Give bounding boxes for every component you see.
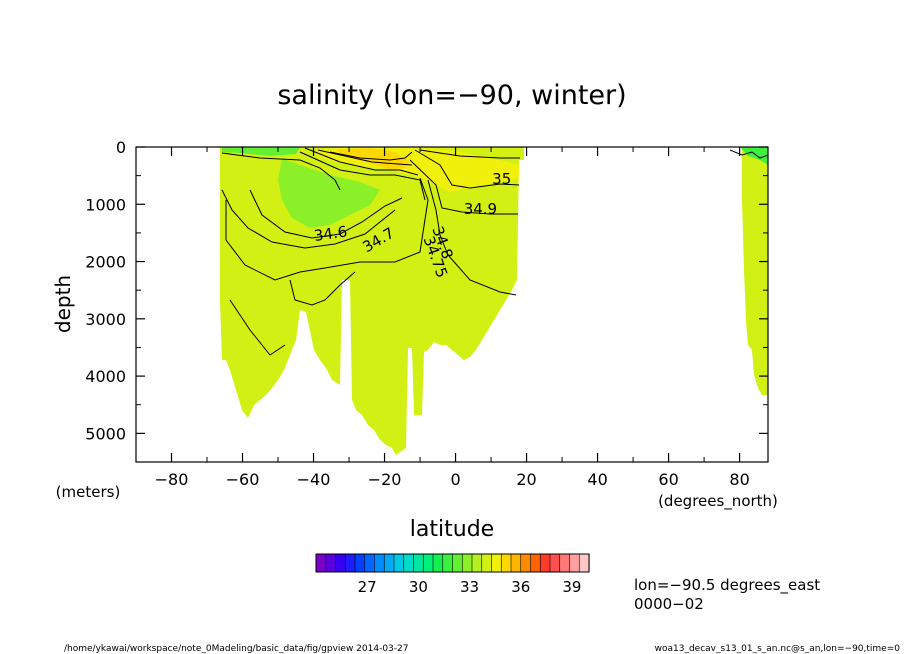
colorbar-tick-label: 30 — [409, 578, 428, 596]
x-axis: −80 −60 −40 −20 0 20 40 60 80 — [135, 147, 750, 489]
chart-title: salinity (lon=−90, winter) — [277, 80, 626, 111]
colorbar-swatch — [315, 553, 327, 573]
y-tick-label: 4000 — [85, 367, 126, 386]
y-axis-unit: (meters) — [56, 483, 121, 501]
footer-dataset: woa13_decav_s13_01_s_an.nc@s_an,lon=−90,… — [655, 644, 901, 654]
colorbar-tick-label: 39 — [562, 578, 581, 596]
contour-35 — [414, 149, 520, 189]
salinity-field-north — [742, 147, 768, 395]
colorbar-swatch — [383, 553, 395, 573]
colorbar-swatch — [471, 553, 483, 573]
x-tick-label: 40 — [587, 470, 607, 489]
colorbar-swatch — [461, 553, 473, 573]
footer-file-path: /home/ykawai/workspace/note_0Madeling/ba… — [64, 644, 408, 654]
surface-strip — [222, 147, 300, 156]
time-annotation: 0000−02 — [634, 595, 704, 613]
contour-surface-2 — [304, 147, 419, 176]
colorbar-swatch — [559, 553, 571, 573]
colorbar-swatch — [578, 553, 590, 573]
colorbar-swatch — [335, 553, 346, 573]
colorbar-swatch — [413, 553, 424, 573]
y-axis-label: depth — [51, 275, 75, 333]
colorbar-swatch — [403, 553, 415, 573]
contour-lines — [221, 147, 769, 356]
contour-north — [729, 149, 769, 159]
contour-label: 35 — [492, 170, 511, 188]
contour-34-8 — [427, 179, 517, 296]
x-tick-label: 80 — [729, 470, 749, 489]
contour-34-6 — [221, 189, 396, 249]
contour-deep — [289, 271, 356, 306]
contour-surface-5 — [221, 152, 341, 191]
colorbar-swatch — [422, 553, 434, 573]
colorbar-tick-label: 27 — [358, 578, 377, 596]
colorbar-tick-labels: 27 30 33 36 39 — [358, 578, 582, 596]
contour-34-7 — [249, 189, 403, 239]
colorbar-swatch — [325, 553, 337, 573]
colorbar-swatch — [374, 553, 385, 573]
contour-deep2 — [229, 299, 286, 356]
salinity-field-south — [220, 147, 524, 455]
colorbar-tick-label: 36 — [511, 578, 530, 596]
x-tick-label: −80 — [155, 470, 189, 489]
colorbar-tick-label: 33 — [460, 578, 479, 596]
colorbar-swatch — [354, 553, 366, 573]
colorbar-swatch — [442, 553, 454, 573]
north-surface — [740, 147, 768, 165]
contour-surface-6 — [419, 149, 520, 159]
plot-frame — [135, 146, 769, 463]
y-tick-label: 2000 — [85, 253, 126, 272]
contour-surface-1 — [299, 151, 426, 201]
colorbar-swatch — [520, 553, 532, 573]
colorbar-swatch — [481, 553, 493, 573]
longitude-annotation: lon=−90.5 degrees_east — [634, 576, 820, 595]
colorbar-swatch — [393, 553, 405, 573]
colorbar-swatch — [500, 553, 512, 573]
colorbar — [315, 553, 590, 573]
colorbar-swatch — [549, 553, 561, 573]
y-tick-label: 1000 — [85, 195, 126, 214]
colorbar-swatch — [510, 553, 522, 573]
colorbar-swatch — [432, 553, 444, 573]
colorbar-swatch — [364, 553, 376, 573]
colorbar-swatch — [452, 553, 463, 573]
contour-label: 34.6 — [313, 222, 349, 244]
y-tick-label: 3000 — [85, 310, 126, 329]
contour-34-75 — [225, 177, 429, 281]
x-axis-unit: (degrees_north) — [658, 492, 778, 511]
y-tick-label: 5000 — [85, 424, 126, 443]
fresh-water-region — [278, 158, 380, 228]
contour-34-9 — [409, 159, 518, 215]
colorbar-swatch — [491, 553, 502, 573]
x-tick-label: 0 — [450, 470, 460, 489]
y-axis: 0 1000 2000 3000 4000 5000 — [85, 138, 768, 463]
x-tick-label: 60 — [658, 470, 678, 489]
x-axis-label: latitude — [410, 517, 494, 542]
colorbar-swatch — [344, 553, 356, 573]
colorbar-frame — [315, 553, 590, 573]
x-tick-label: −60 — [226, 470, 260, 489]
colorbar-swatch — [530, 553, 541, 573]
contour-label: 34.9 — [464, 200, 497, 218]
y-tick-label: 0 — [116, 138, 126, 157]
contour-surface-4 — [329, 151, 413, 161]
contour-surface-3 — [317, 149, 413, 166]
colorbar-swatch — [569, 553, 580, 573]
x-tick-label: 20 — [516, 470, 536, 489]
x-tick-label: −40 — [297, 470, 331, 489]
x-tick-label: −20 — [368, 470, 402, 489]
colorbar-swatch — [539, 553, 551, 573]
